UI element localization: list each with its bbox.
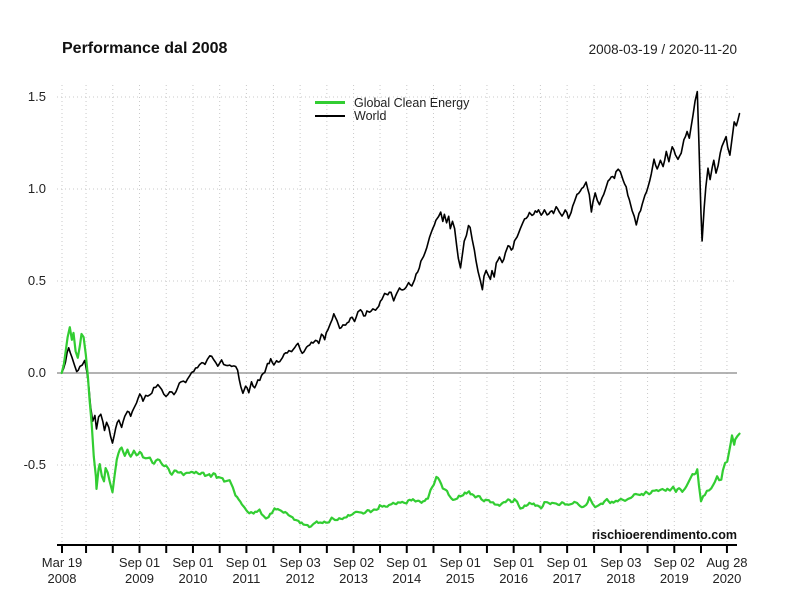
legend-label: Global Clean Energy xyxy=(354,95,470,110)
x-axis-tick-label: Mar 19 2008 xyxy=(41,555,83,586)
legend-label: World xyxy=(354,108,387,123)
legend-item-global-clean-energy: Global Clean Energy xyxy=(315,95,470,110)
x-axis-tick-label: Sep 02 2019 xyxy=(653,555,695,586)
chart-title: Performance dal 2008 xyxy=(62,40,228,57)
x-axis-tick-label: Sep 01 2009 xyxy=(118,555,161,586)
watermark-text: rischioerendimento.com xyxy=(591,528,737,542)
x-axis-tick-label: Sep 01 2014 xyxy=(386,555,428,586)
x-axis-tick-label: Sep 02 2013 xyxy=(332,555,375,586)
y-axis-tick-label: 0.5 xyxy=(27,273,46,288)
legend-line-swatch-black xyxy=(315,114,345,117)
y-axis-tick-label: 1.5 xyxy=(27,89,46,104)
legend-item-world: World xyxy=(315,108,469,123)
series-global-clean-energy-path xyxy=(60,326,741,529)
legend-line-swatch-green xyxy=(315,101,345,104)
date-range-label: 2008-03-19 / 2020-11-20 xyxy=(588,42,737,57)
legend: Global Clean Energy World xyxy=(315,95,470,123)
x-axis-tick-label: Aug 28 2020 xyxy=(706,555,748,586)
x-axis-tick-label: Sep 01 2011 xyxy=(225,555,268,586)
y-axis-tick-label: 1.0 xyxy=(27,181,46,196)
x-axis-tick-label: Sep 01 2015 xyxy=(439,555,481,586)
x-axis-tick-label: Sep 03 2018 xyxy=(600,555,642,586)
y-axis-tick-label: -0.5 xyxy=(23,457,46,472)
x-axis-tick-label: Sep 01 2017 xyxy=(546,555,588,586)
x-axis-tick-label: Sep 03 2012 xyxy=(279,555,321,586)
series-world-path xyxy=(60,90,741,444)
x-axis-tick-label: Sep 01 2010 xyxy=(172,555,214,586)
y-axis-tick-label: 0.0 xyxy=(27,365,46,380)
x-axis-tick-label: Sep 01 2016 xyxy=(493,555,535,586)
